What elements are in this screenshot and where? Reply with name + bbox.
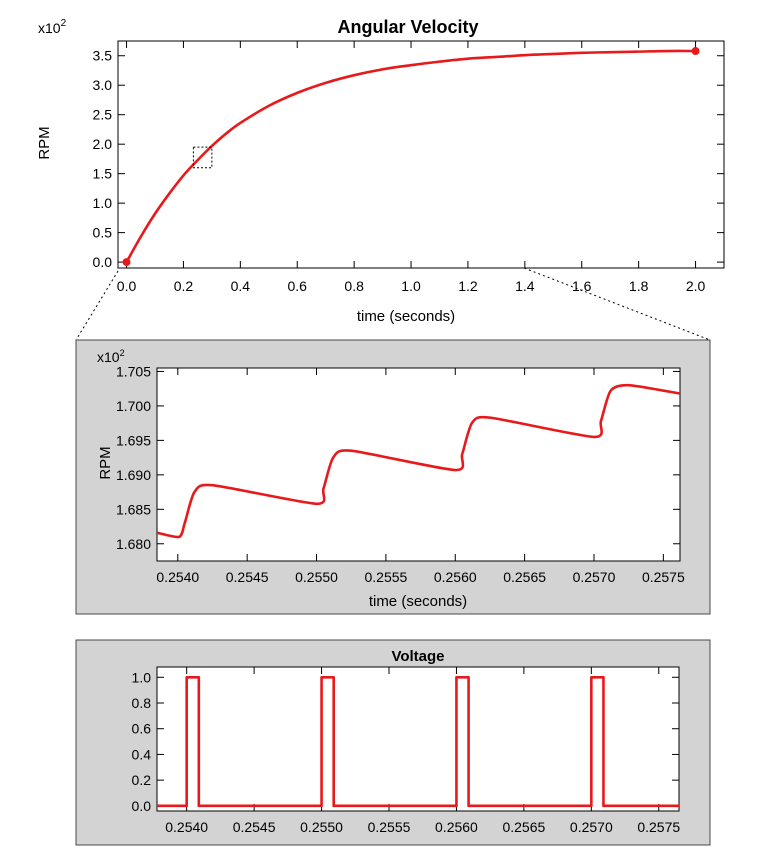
x-tick-label: 0.2550 <box>295 569 338 585</box>
x-tick-label: 0.2545 <box>233 819 276 835</box>
x-tick-label: 0.2565 <box>503 569 546 585</box>
y-tick-label: 1.685 <box>116 501 151 517</box>
y-axis-label: RPM <box>36 126 53 159</box>
x-tick-label: 1.0 <box>401 278 421 294</box>
y-tick-label: 1.0 <box>93 195 113 211</box>
x-tick-label: 1.2 <box>458 278 478 294</box>
x-tick-label: 1.4 <box>515 278 535 294</box>
y-tick-label: 1.690 <box>116 467 151 483</box>
y-tick-label: 1.680 <box>116 536 151 552</box>
y-tick-label: 0.8 <box>132 695 152 711</box>
y-axis-label: RPM <box>97 446 114 479</box>
zoom-guide-right <box>211 146 711 341</box>
y-multiplier: x102 <box>97 348 125 365</box>
y-tick-label: 1.5 <box>93 166 113 182</box>
y-tick-label: 3.5 <box>93 48 113 64</box>
x-tick-label: 0.2555 <box>368 819 411 835</box>
x-axis-label: time (seconds) <box>369 593 467 610</box>
y-tick-label: 0.6 <box>132 721 152 737</box>
y-tick-label: 1.695 <box>116 432 151 448</box>
y-multiplier: x102 <box>38 18 67 36</box>
x-tick-label: 0.2575 <box>642 569 685 585</box>
plot-area <box>117 40 725 269</box>
x-tick-label: 1.6 <box>572 278 592 294</box>
y-tick-label: 2.0 <box>93 136 113 152</box>
y-tick-label: 0.2 <box>132 772 152 788</box>
x-axis-label: time (seconds) <box>357 308 455 325</box>
x-tick-label: 0.4 <box>231 278 251 294</box>
y-tick-label: 0.0 <box>93 254 113 270</box>
zoom-box <box>192 146 213 169</box>
x-tick-label: 0.2540 <box>156 569 199 585</box>
x-tick-label: 0.2575 <box>637 819 680 835</box>
x-tick-label: 0.2570 <box>570 819 613 835</box>
y-tick-label: 1.705 <box>116 363 151 379</box>
angular-velocity-chart: Angular Velocity time (seconds) RPM x102… <box>36 17 725 325</box>
rpm-zoom-chart: time (seconds) RPM x102 0.2540 0.2545 0.25… <box>97 348 685 610</box>
y-tick-label: 3.0 <box>93 77 113 93</box>
y-tick-label: 0.4 <box>132 746 152 762</box>
series-line <box>157 675 679 808</box>
series-line <box>157 383 680 539</box>
x-tick-label: 0.2540 <box>165 819 208 835</box>
x-tick-label: 0.2560 <box>435 819 478 835</box>
x-tick-label: 0.2 <box>174 278 194 294</box>
x-tick-label: 0.2550 <box>300 819 343 835</box>
y-tick-label: 1.0 <box>132 669 152 685</box>
y-tick-label: 2.5 <box>93 107 113 123</box>
x-tick-label: 0.2545 <box>226 569 269 585</box>
chart-title: Voltage <box>391 648 444 665</box>
x-tick-label: 0.2570 <box>573 569 616 585</box>
x-tick-label: 0.8 <box>344 278 364 294</box>
x-tick-label: 0.2565 <box>502 819 545 835</box>
x-tick-label: 0.2560 <box>434 569 477 585</box>
x-tick-label: 2.0 <box>686 278 706 294</box>
chart-title: Angular Velocity <box>337 17 478 37</box>
endpoint-marker <box>122 258 131 267</box>
y-tick-label: 0.0 <box>132 798 152 814</box>
voltage-chart: Voltage 0.2540 0.2545 0.2550 0.2555 0.2560 0.… <box>132 648 681 835</box>
series-line <box>125 49 696 263</box>
endpoint-marker <box>691 47 700 56</box>
x-tick-label: 0.2555 <box>364 569 407 585</box>
plot-area <box>156 666 680 812</box>
y-tick-label: 1.700 <box>116 398 151 414</box>
x-tick-label: 1.8 <box>629 278 649 294</box>
y-tick-label: 0.5 <box>93 225 113 241</box>
x-tick-label: 0.6 <box>288 278 308 294</box>
x-tick-label: 0.0 <box>117 278 137 294</box>
